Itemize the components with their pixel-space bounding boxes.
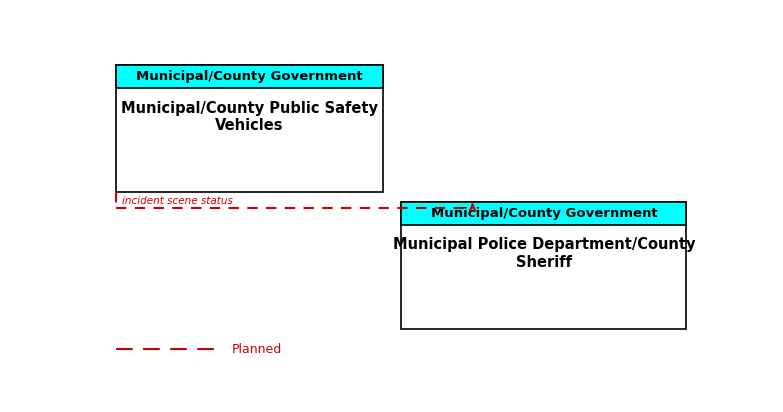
Bar bbox=[402, 202, 687, 225]
Text: Municipal Police Department/County
Sheriff: Municipal Police Department/County Sheri… bbox=[392, 237, 695, 270]
Bar bbox=[116, 65, 383, 192]
Bar bbox=[116, 65, 383, 88]
Text: Planned: Planned bbox=[232, 343, 282, 356]
Text: Municipal/County Government: Municipal/County Government bbox=[136, 70, 363, 83]
Text: Municipal/County Government: Municipal/County Government bbox=[431, 207, 657, 220]
Bar bbox=[402, 202, 687, 329]
Text: Municipal/County Public Safety
Vehicles: Municipal/County Public Safety Vehicles bbox=[121, 101, 378, 133]
Text: incident scene status: incident scene status bbox=[122, 196, 233, 206]
